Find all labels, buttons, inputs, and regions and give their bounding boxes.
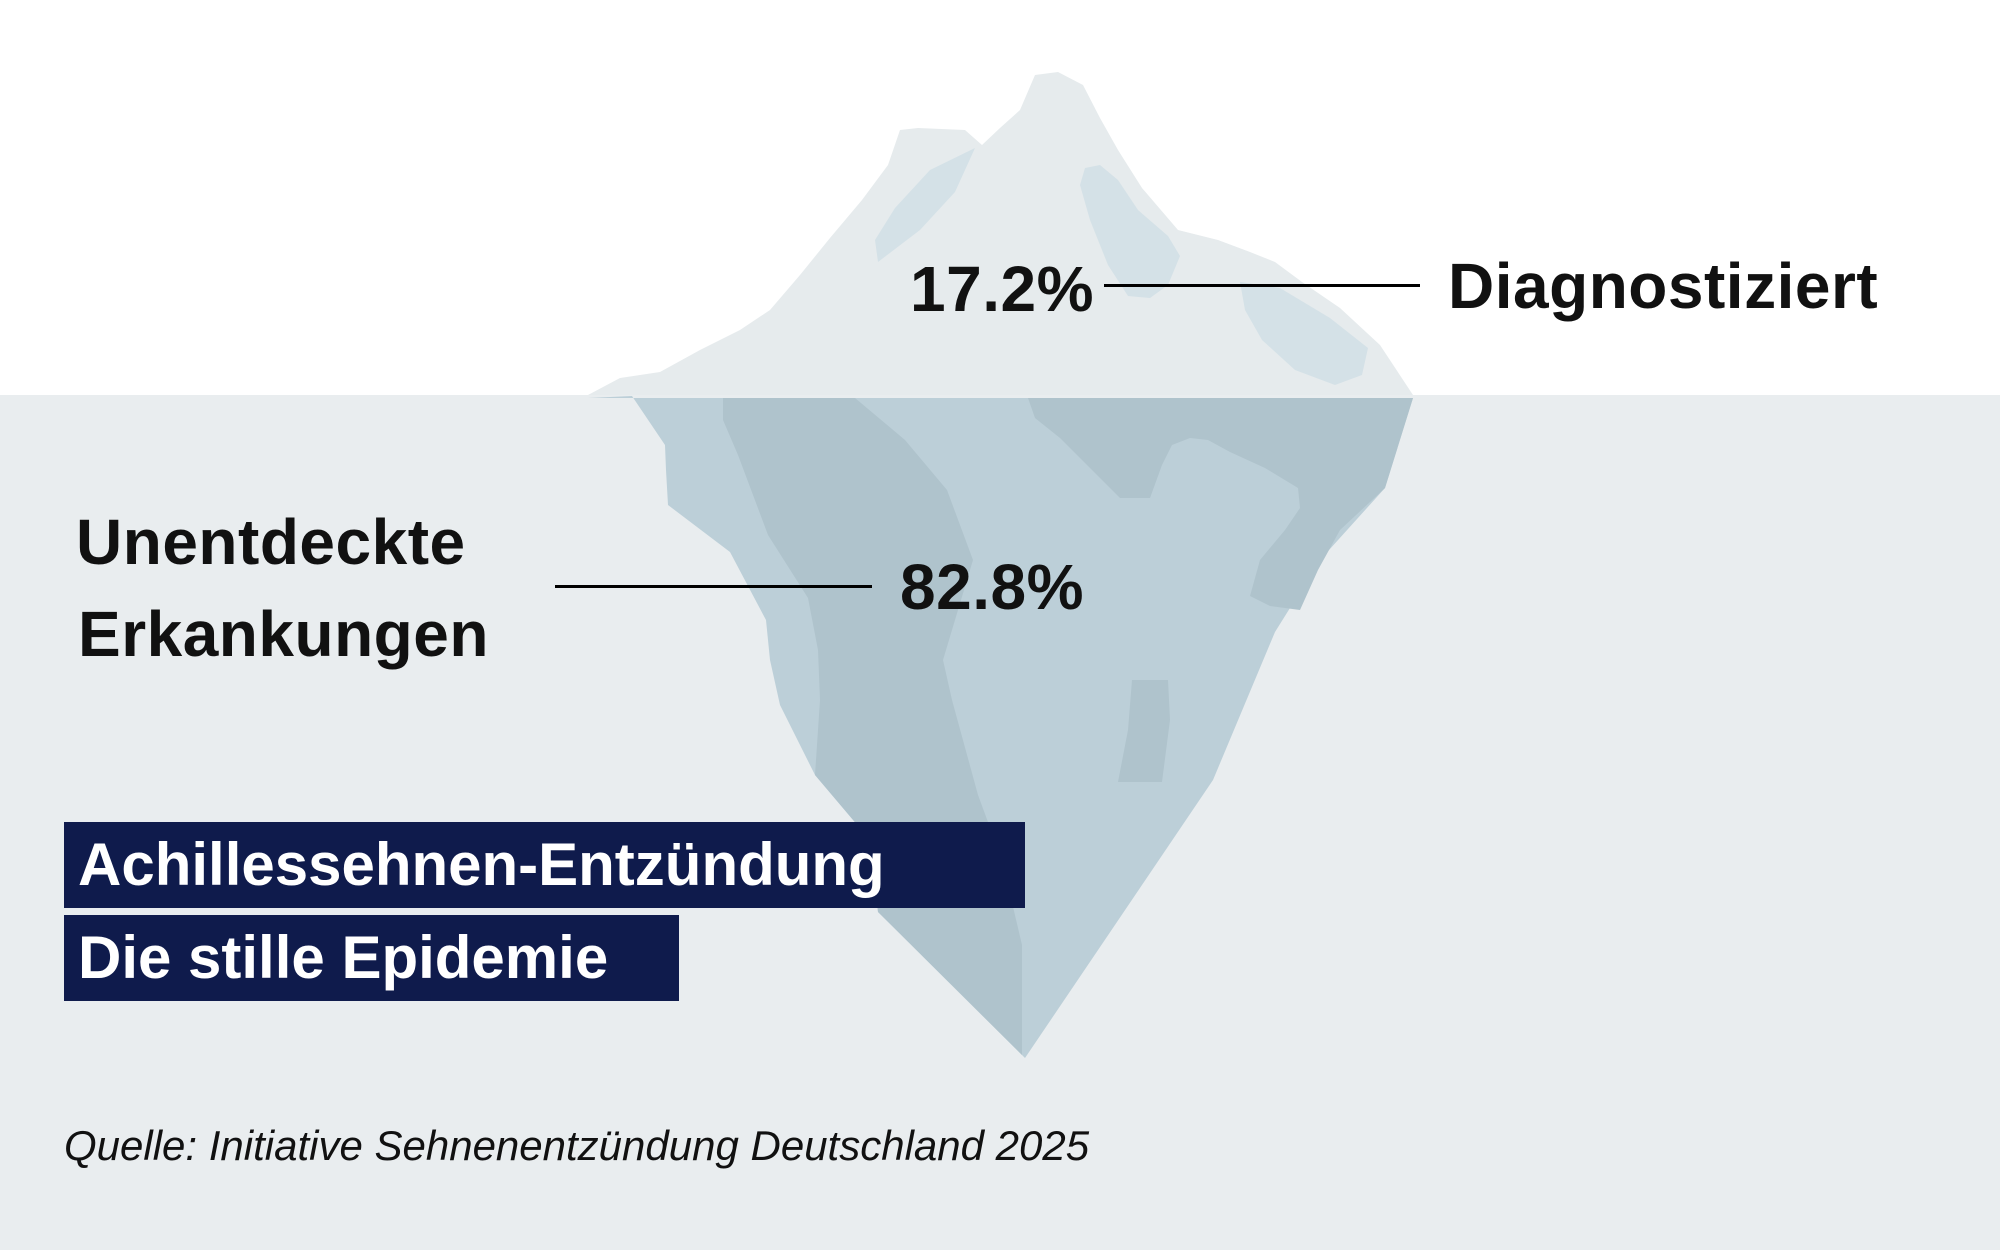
unentdeckte-label-line-2: Erkankungen — [78, 598, 489, 670]
unentdeckte-percent: 82.8% — [900, 551, 1084, 623]
diagnostiziert-percent: 17.2% — [910, 253, 1094, 325]
unentdeckte-label-line-1: Unentdeckte — [76, 506, 466, 578]
diagnostiziert-label: Diagnostiziert — [1448, 250, 1879, 322]
iceberg-body-shade-right — [1028, 398, 1413, 610]
source-note: Quelle: Initiative Sehnenentzündung Deut… — [64, 1122, 1090, 1169]
iceberg-tip-shade-mid — [1080, 165, 1180, 298]
chart-title: Achillessehnen-Entzündung — [64, 822, 1025, 908]
unentdeckte-leader-line — [555, 585, 872, 588]
diagnostiziert-leader-line — [1104, 284, 1420, 287]
chart-subtitle: Die stille Epidemie — [64, 915, 679, 1001]
iceberg-tip-shade-left — [875, 148, 975, 262]
iceberg-body-shade-bottom — [1118, 680, 1170, 782]
iceberg-tip — [588, 72, 1413, 395]
iceberg-tip-shade-right — [1240, 282, 1368, 385]
